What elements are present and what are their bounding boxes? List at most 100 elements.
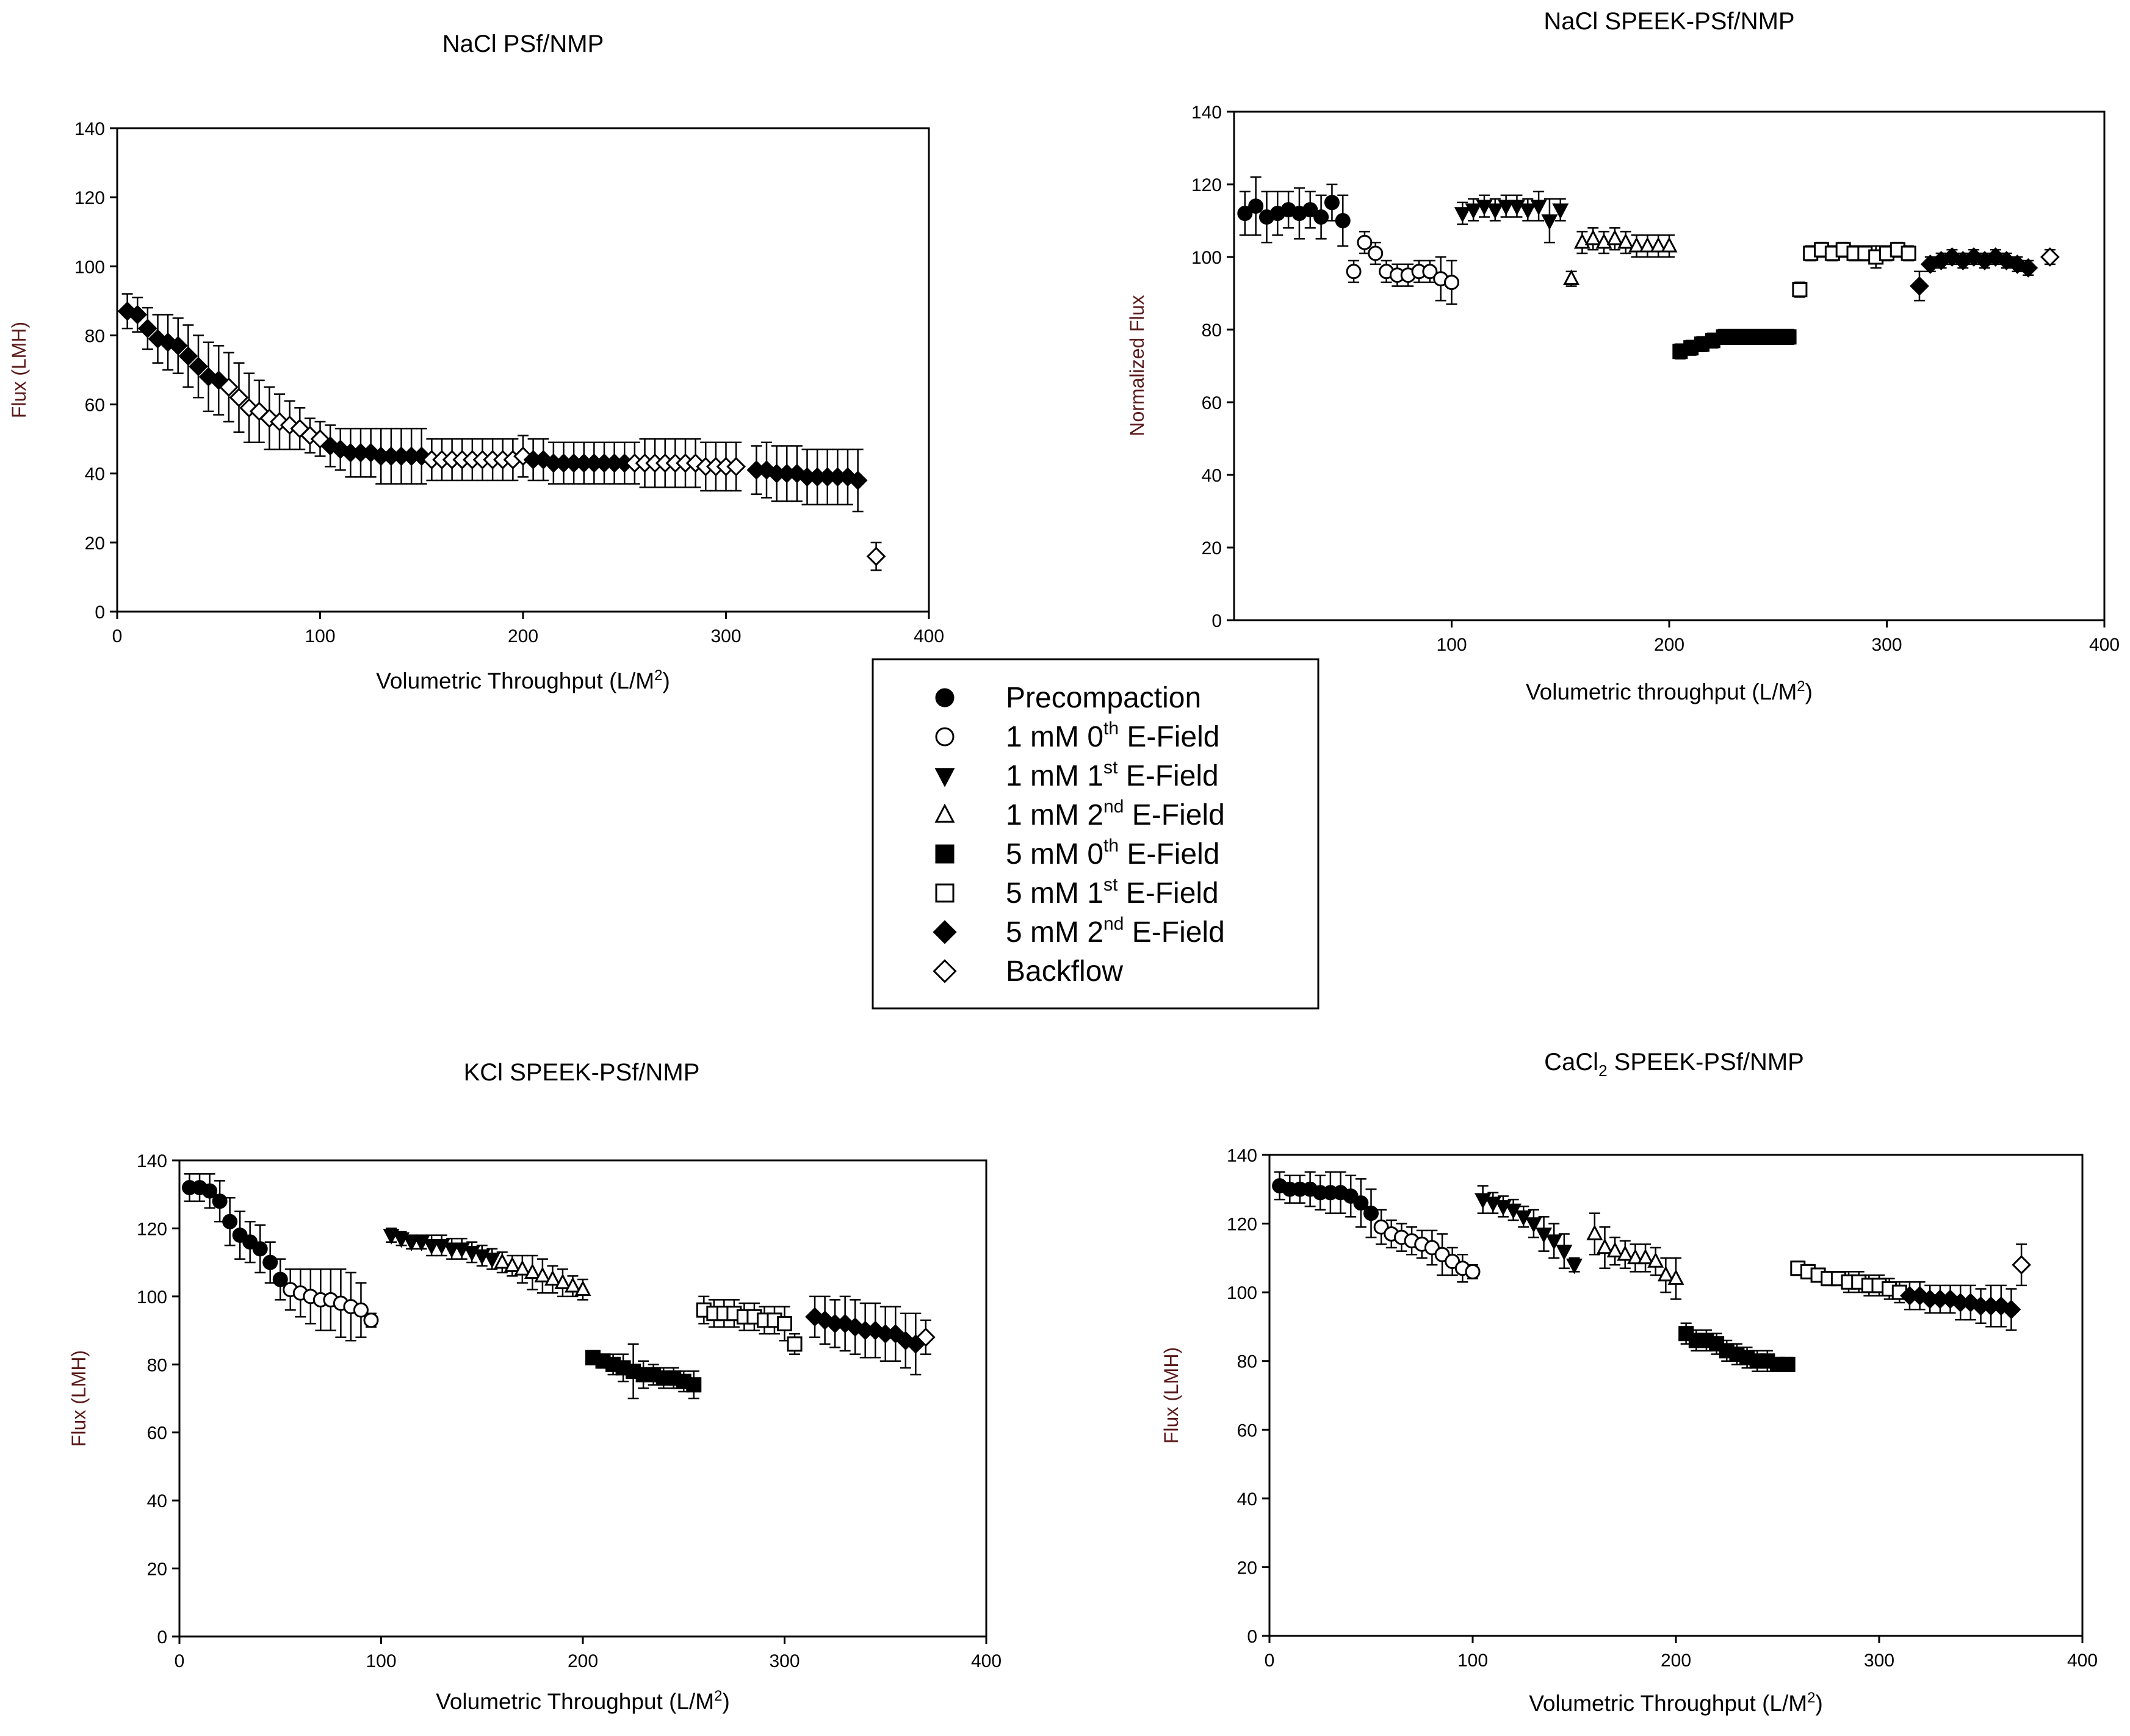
data-point [504,1256,521,1273]
y-tick-label: 60 [147,1423,167,1444]
data-points [182,1173,936,1400]
legend-box [872,658,1320,1010]
y-tick-label: 100 [1191,248,1222,268]
data-point [272,1271,288,1287]
data-point [1237,206,1253,222]
data-point [483,1253,500,1268]
data-point [514,1259,531,1276]
y-tick-label: 100 [1227,1283,1257,1303]
data-point [443,1242,460,1259]
chart-2: NaCl SPEEK-PSf/NMP 0 20 40 60 80 100 120 140 100 2… [1126,8,2120,704]
data-point [544,1270,561,1286]
y-tick-label: 0 [1247,1627,1257,1647]
data-point [1465,1264,1481,1279]
series-6 [1792,241,1916,298]
data-points [1272,1171,2031,1372]
data-point [363,1312,379,1328]
y-tick-label: 120 [1227,1215,1257,1235]
x-axis-label: Volumetric Throughput (L/M2) [436,1688,730,1714]
data-point [1424,1240,1440,1256]
series-4 [494,1251,591,1301]
data-point [1343,1188,1359,1204]
series-3 [383,1228,500,1270]
y-tick-label: 120 [137,1219,167,1239]
series-6 [1790,1260,1907,1304]
data-point [574,1280,591,1297]
data-point [168,336,188,356]
data-point [1667,1269,1684,1285]
data-point [915,1327,936,1347]
data-points [117,293,886,571]
data-point [178,346,198,366]
data-point [128,305,148,325]
data-point [1454,207,1471,223]
data-points [1237,176,2060,360]
data-point [1552,203,1569,219]
series-2 [219,352,330,457]
y-tick-label: 80 [1202,320,1222,341]
y-tick-label: 60 [1237,1420,1257,1441]
series-5 [1672,328,1797,360]
data-point [1556,1245,1573,1260]
series-5 [585,1343,702,1400]
x-tick-label: 100 [366,1651,396,1671]
data-point [2012,1255,2031,1275]
series-1 [182,1173,288,1301]
legend-marker [935,844,955,864]
series-3 [1454,190,1569,244]
data-point [353,1302,369,1318]
series-2 [1346,231,1459,305]
y-tick-label: 20 [147,1560,167,1580]
y-tick-label: 20 [1237,1558,1257,1578]
data-point [1586,1224,1603,1240]
x-tick-label: 300 [1864,1651,1894,1671]
data-point [212,1193,228,1209]
series-6 [625,438,746,492]
x-axis-label: Volumetric Throughput (L/M2) [376,667,670,693]
data-point [686,1377,702,1393]
y-axis-label: Flux (LMH) [68,1350,90,1447]
chart-3: KCl SPEEK-PSf/NMP 0 20 40 60 80 100 120 140 0 100 2… [68,1059,1002,1714]
y-tick-label: 80 [1237,1352,1257,1372]
data-point [2040,247,2060,267]
data-point [1357,234,1373,250]
data-point [494,1253,511,1269]
data-point [1444,275,1459,291]
data-point [1465,203,1482,219]
series-8 [2040,247,2060,267]
chart-title: KCl SPEEK-PSf/NMP [464,1059,700,1086]
data-point [777,1315,792,1331]
y-tick-label: 140 [137,1151,167,1171]
data-point [1780,1356,1796,1372]
data-point [1346,264,1362,280]
chart-title: CaCl2 SPEEK-PSf/NMP [1544,1049,1804,1080]
data-point [1563,269,1580,285]
y-tick-label: 60 [85,396,105,416]
data-point [1617,233,1634,249]
y-tick-label: 100 [137,1287,167,1307]
x-tick-label: 100 [305,626,335,646]
series-1 [1272,1171,1379,1239]
x-tick-label: 300 [1871,635,1902,655]
x-axis-label: Volumetric throughput (L/M2) [1526,678,1813,704]
x-tick-label: 300 [710,626,741,646]
y-tick-label: 40 [147,1491,167,1511]
series-8 [915,1319,936,1355]
data-point [1657,1265,1674,1282]
data-point [1363,1206,1379,1221]
series-2 [1373,1209,1481,1283]
data-point [1792,282,1808,298]
data-point [1584,229,1601,245]
data-point [726,457,746,477]
data-point [787,1336,803,1352]
data-point [848,471,868,490]
series-4 [422,435,533,482]
data-point [1901,245,1916,261]
series-7 [746,441,868,513]
data-point [1661,236,1678,253]
data-point [262,1254,278,1270]
data-point [554,1273,571,1289]
series-3 [1475,1185,1583,1275]
